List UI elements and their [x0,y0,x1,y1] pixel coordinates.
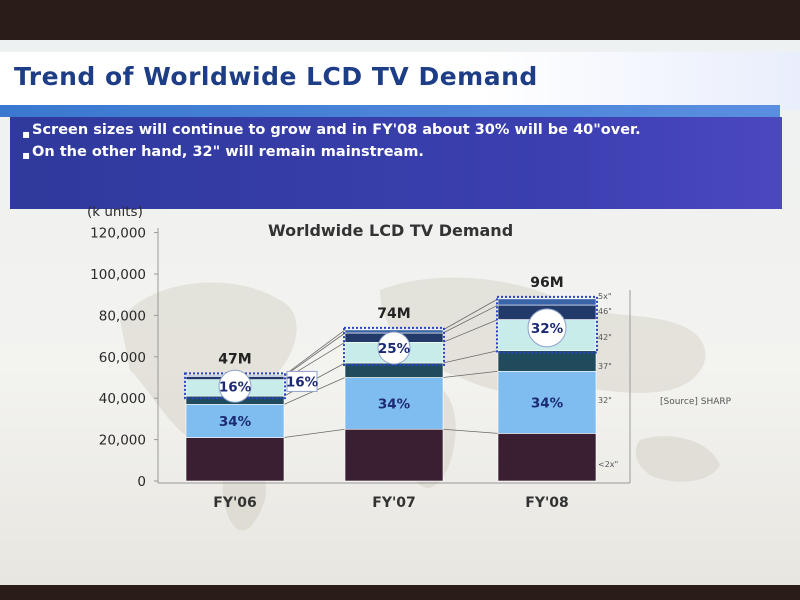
x-tick-label: FY'08 [525,495,568,511]
bar-total-label: 74M [377,306,410,322]
bar-segment [497,370,597,434]
extra-annotation-label: 16% [286,374,319,390]
x-tick-label: FY'06 [213,495,256,511]
connector-line [442,370,499,378]
connector-line [442,350,499,364]
y-tick-label: 20,000 [99,433,146,449]
slide-title-bar: Trend of Worldwide LCD TV Demand [0,52,800,110]
source-note: [Source] SHARP [660,397,732,407]
connector-line [442,298,499,331]
y-tick-label: 120,000 [90,226,146,242]
bar-total-label: 47M [218,351,251,367]
share-40over-marker [527,308,567,348]
share-40over-box [343,326,445,367]
bar-segment [344,428,444,482]
share-40over-label: 25% [378,341,411,357]
bar-segment [497,433,597,482]
bar-segment [185,404,285,438]
y-tick-label: 0 [137,474,146,490]
share-40over-box [496,295,598,354]
slide-title: Trend of Worldwide LCD TV Demand [14,62,538,91]
bar-segment [185,437,285,482]
series-side-label: 32" [598,396,612,405]
bullet-2: On the other hand, 32" will remain mains… [32,144,424,160]
y-axis-label: (k units) [87,204,143,220]
bullet-band: ▪ Screen sizes will continue to grow and… [10,117,782,209]
series-side-label: 46" [598,307,612,316]
share-40over-marker [377,331,411,365]
y-tick-label: 100,000 [90,267,146,283]
title-rule [0,105,780,117]
bar-segment [344,377,444,430]
bar-total-label: 96M [530,275,563,291]
bullet-dot: ▪ [22,148,31,162]
y-tick-label: 40,000 [99,391,146,407]
connector-line [283,329,346,376]
share-32-label: 34% [531,395,564,411]
share-32-label: 34% [378,396,411,412]
labels: 47M FY'06 34% 16% 74M FY'07 34% 25% 96M FY'08 34% 3… [213,275,618,511]
share-32-label: 34% [219,414,252,430]
share-40over-label: 16% [219,379,252,395]
extra-annotation-box [286,370,318,392]
series-side-label: 37" [598,362,612,371]
connector-line [442,319,499,343]
y-tick-label: 60,000 [99,350,146,366]
share-40over-label: 32% [531,321,564,337]
series-side-label: <2x" [598,460,618,469]
bar-segment [497,350,597,372]
series-side-label: 5x" [598,292,612,301]
connector-line [283,428,346,438]
bullet-dot: ▪ [22,127,31,141]
bar-segment [497,298,597,306]
bullet-1: Screen sizes will continue to grow and i… [32,122,641,138]
connector-line [442,304,499,334]
series-side-label: 42" [598,333,612,342]
y-ticks: 0 20,000 40,000 60,000 80,000 100,000 120,000 [90,226,158,490]
share-40over-marker [218,369,252,403]
connector-line [283,332,346,377]
y-tick-label: 80,000 [99,308,146,324]
chart-title: Worldwide LCD TV Demand [268,221,513,240]
connector-line [442,428,499,434]
bars [184,295,598,482]
x-tick-label: FY'07 [372,495,415,511]
